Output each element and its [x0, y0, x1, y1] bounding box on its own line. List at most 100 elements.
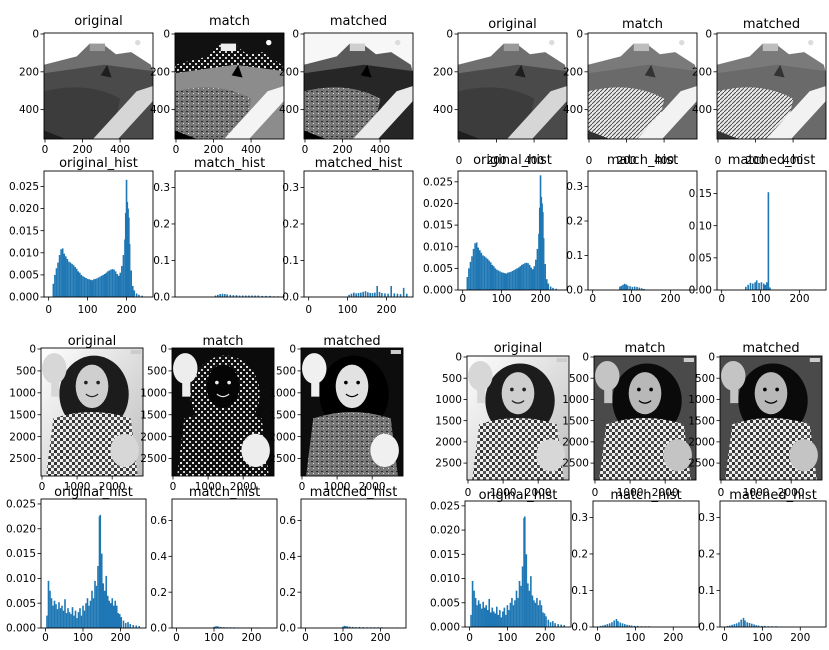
x-tick-label: 100 [622, 293, 642, 305]
hist-bar [100, 275, 103, 297]
hist-bar [364, 291, 367, 297]
image-y-tick: 400 [150, 104, 170, 116]
image-title: original [488, 17, 537, 32]
hist-bar [374, 292, 376, 297]
hist-bar [65, 256, 67, 297]
hist-bar [621, 623, 624, 627]
hist-bar [68, 261, 70, 297]
image-x-tick: 400 [783, 155, 803, 167]
image-y-tick: 0 [289, 344, 296, 356]
hist-bar [83, 277, 86, 297]
hist-bar [528, 264, 531, 290]
hist-bar [362, 291, 364, 297]
image-x-tick: 200 [617, 155, 637, 167]
hist-bar [76, 618, 78, 628]
y-tick-label: 0.4 [150, 551, 167, 563]
hist-bar [105, 575, 108, 628]
hist-bar [75, 268, 78, 297]
hist-bar [135, 625, 138, 628]
image-title: match [624, 341, 665, 356]
hist-bar [102, 583, 105, 628]
y-tick-label: 0.2 [282, 219, 299, 231]
hist-bar [362, 627, 365, 628]
image-x-tick: 200 [204, 144, 224, 156]
hist-bar [506, 605, 509, 627]
x-tick-label: 0 [594, 632, 601, 644]
hist-bar [726, 625, 729, 627]
hist-bar [79, 608, 81, 628]
y-tick-label: 0.020 [9, 203, 39, 215]
hist-bar [468, 268, 470, 290]
hist-bar [480, 608, 483, 627]
y-tick-label: 0.025 [9, 181, 39, 193]
hist-bar [141, 295, 143, 297]
y-tick-label: 0.3 [698, 512, 715, 524]
hist-bar [479, 603, 481, 627]
image-y-tick: 400 [19, 104, 39, 116]
hist-bar [636, 625, 639, 627]
image-title: original [494, 341, 543, 356]
hist-bar [213, 626, 215, 628]
hist-bar [402, 287, 405, 297]
histogram-title: matched_hist [315, 156, 403, 171]
hist-bar [534, 602, 537, 627]
hist-bar [488, 260, 490, 290]
hist-bar [499, 271, 501, 290]
image-title: matched [742, 341, 799, 356]
histogram-title: original_hist [473, 153, 552, 168]
hist-bar [619, 286, 621, 290]
hist-bar [505, 614, 507, 627]
hist-bar [120, 617, 123, 628]
hist-bar [56, 609, 59, 628]
hist-bar [549, 622, 552, 627]
x-tick-label: 100 [338, 304, 358, 316]
hist-bar [348, 626, 351, 628]
histogram-title: original_hist [54, 485, 133, 500]
x-tick-label: 100 [204, 632, 224, 644]
hist-bar [74, 610, 77, 628]
image-matched: matched 0 500 1000 1500 2000 2500 0 1000 2000 [269, 334, 404, 493]
hist-bar [97, 565, 99, 628]
hist-bar [122, 255, 125, 297]
hist-bar [747, 284, 749, 290]
hist-bar [533, 600, 535, 627]
hist-bar [52, 605, 54, 628]
image-title: matched [323, 334, 380, 349]
image-frame [466, 355, 570, 481]
hist-frame [300, 498, 407, 629]
image-frame [587, 32, 698, 140]
y-tick-label: 0.0 [698, 622, 715, 634]
hist-bar [107, 271, 109, 297]
hist-frame [719, 500, 827, 628]
histogram-title: match_hist [189, 485, 260, 500]
x-tick-label: 100 [625, 632, 645, 644]
image-y-tick: 0 [29, 344, 36, 356]
hist-bar [496, 606, 498, 627]
hist-bar [624, 624, 626, 627]
histogram-original_hist: 0.000 0.005 0.010 0.015 0.020 0.025 original_h… [430, 488, 572, 644]
hist-bar [86, 278, 89, 297]
hist-bar [483, 256, 486, 290]
hist-bar [475, 242, 478, 290]
y-tick-label: 0.005 [9, 269, 39, 281]
image-y-tick: 2000 [9, 431, 36, 443]
image-original: original 0 200 400 0 200 400 [19, 14, 154, 156]
hist-bar [358, 626, 361, 628]
hist-bar [99, 514, 102, 628]
hist-frame [40, 498, 147, 629]
hist-bar [628, 625, 631, 627]
hist-bar [557, 624, 559, 627]
hist-bar [552, 287, 554, 290]
hist-bar [536, 248, 539, 290]
hist-bar [219, 626, 222, 628]
y-tick-label: 0.015 [423, 220, 453, 232]
hist-bar [82, 276, 84, 297]
image-y-tick: 200 [19, 66, 39, 78]
x-tick-label: 0 [45, 304, 52, 316]
x-tick-label: 100 [492, 293, 512, 305]
hist-bar [88, 605, 90, 628]
hist-bar [500, 617, 503, 627]
y-tick-label: 0.0 [571, 622, 588, 634]
